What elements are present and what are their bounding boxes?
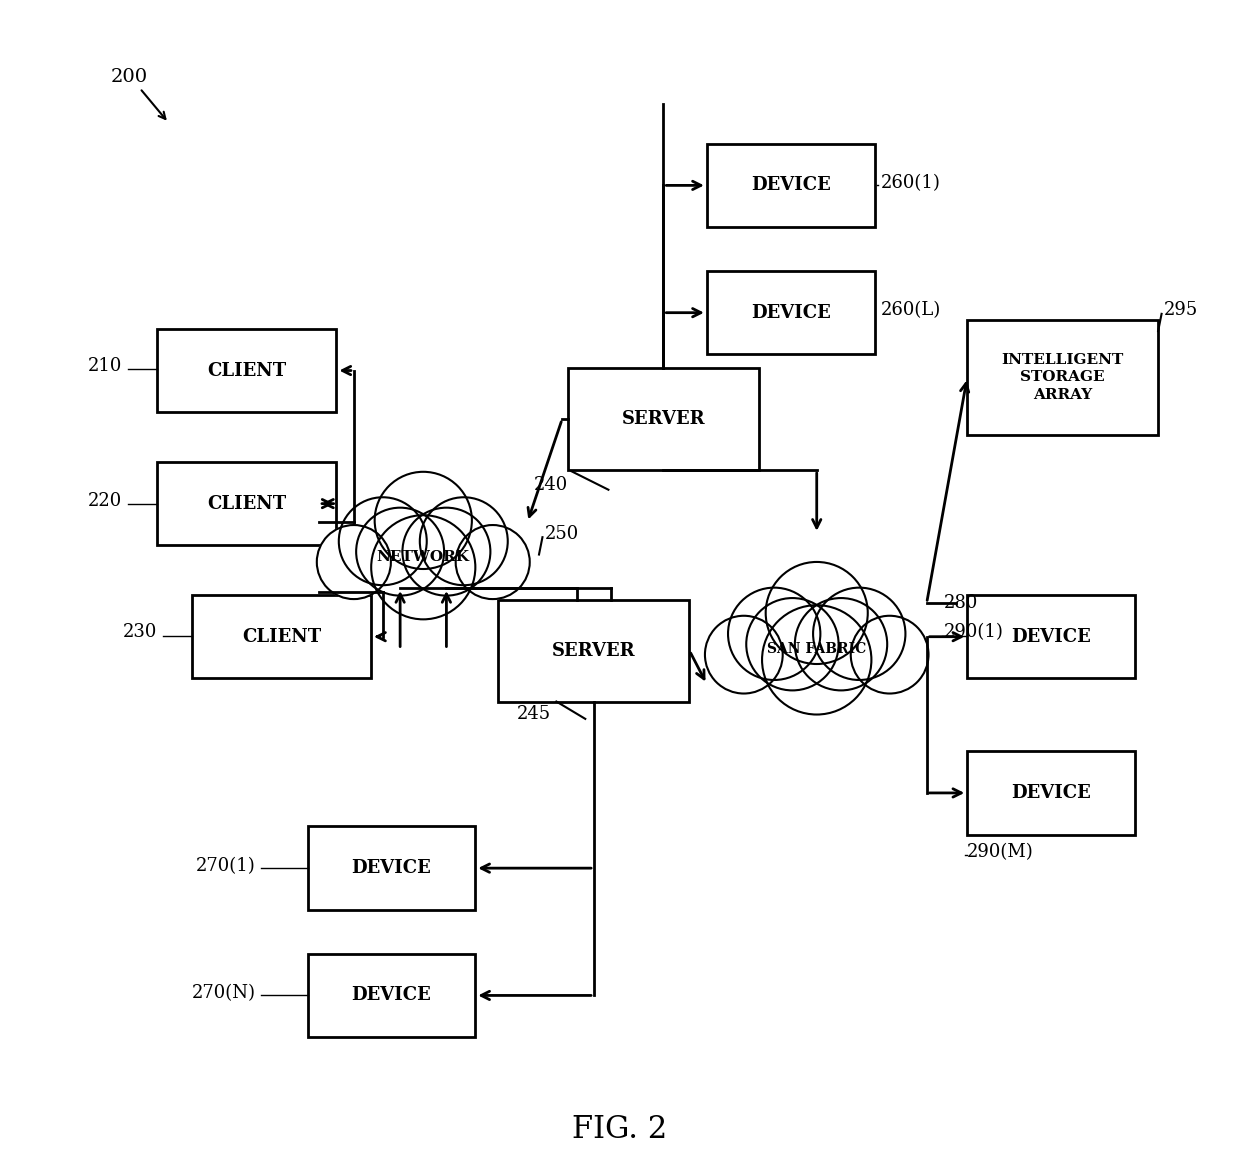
- Text: 260(L): 260(L): [880, 302, 941, 319]
- FancyBboxPatch shape: [498, 600, 689, 702]
- Circle shape: [455, 525, 529, 599]
- Circle shape: [356, 508, 444, 595]
- Text: 250: 250: [544, 524, 579, 543]
- Circle shape: [316, 525, 391, 599]
- Circle shape: [403, 508, 490, 595]
- FancyBboxPatch shape: [707, 271, 874, 354]
- Text: SAN FABRIC: SAN FABRIC: [768, 643, 867, 657]
- Text: INTELLIGENT
STORAGE
ARRAY: INTELLIGENT STORAGE ARRAY: [1002, 353, 1123, 401]
- FancyBboxPatch shape: [308, 954, 475, 1037]
- Circle shape: [420, 498, 507, 585]
- Text: 240: 240: [533, 476, 568, 494]
- Text: 290(1): 290(1): [944, 623, 1004, 641]
- Text: CLIENT: CLIENT: [242, 628, 321, 646]
- Circle shape: [728, 588, 821, 680]
- Circle shape: [795, 599, 887, 690]
- Text: SERVER: SERVER: [552, 641, 636, 660]
- Text: DEVICE: DEVICE: [352, 860, 432, 877]
- FancyBboxPatch shape: [967, 320, 1158, 435]
- Text: 200: 200: [110, 67, 148, 86]
- Text: 210: 210: [88, 357, 123, 375]
- Text: 280: 280: [944, 594, 978, 612]
- Text: 270(1): 270(1): [196, 857, 255, 875]
- FancyBboxPatch shape: [157, 462, 336, 545]
- Circle shape: [706, 616, 782, 694]
- Text: 270(N): 270(N): [191, 984, 255, 1002]
- Text: DEVICE: DEVICE: [352, 986, 432, 1005]
- Text: 260(1): 260(1): [880, 174, 940, 193]
- Circle shape: [763, 606, 872, 715]
- Text: CLIENT: CLIENT: [207, 362, 286, 379]
- Circle shape: [813, 588, 905, 680]
- Circle shape: [371, 515, 475, 619]
- Text: DEVICE: DEVICE: [1011, 628, 1091, 646]
- Circle shape: [339, 498, 427, 585]
- FancyBboxPatch shape: [308, 826, 475, 909]
- FancyBboxPatch shape: [568, 368, 759, 470]
- FancyBboxPatch shape: [707, 144, 874, 227]
- FancyBboxPatch shape: [192, 595, 371, 679]
- Text: SERVER: SERVER: [621, 411, 706, 428]
- FancyBboxPatch shape: [157, 329, 336, 412]
- Circle shape: [765, 561, 868, 664]
- Circle shape: [374, 472, 472, 570]
- Circle shape: [746, 599, 838, 690]
- Text: DEVICE: DEVICE: [750, 176, 831, 195]
- Text: NETWORK: NETWORK: [377, 550, 470, 564]
- FancyBboxPatch shape: [967, 752, 1135, 834]
- FancyBboxPatch shape: [967, 595, 1135, 679]
- Text: 245: 245: [516, 705, 551, 723]
- Text: 290(M): 290(M): [967, 843, 1034, 861]
- Text: 230: 230: [123, 623, 157, 641]
- Text: 295: 295: [1164, 302, 1198, 319]
- Text: DEVICE: DEVICE: [1011, 784, 1091, 802]
- Text: FIG. 2: FIG. 2: [573, 1115, 667, 1145]
- Text: CLIENT: CLIENT: [207, 494, 286, 513]
- Text: DEVICE: DEVICE: [750, 304, 831, 321]
- Circle shape: [851, 616, 929, 694]
- Text: 220: 220: [88, 492, 123, 510]
